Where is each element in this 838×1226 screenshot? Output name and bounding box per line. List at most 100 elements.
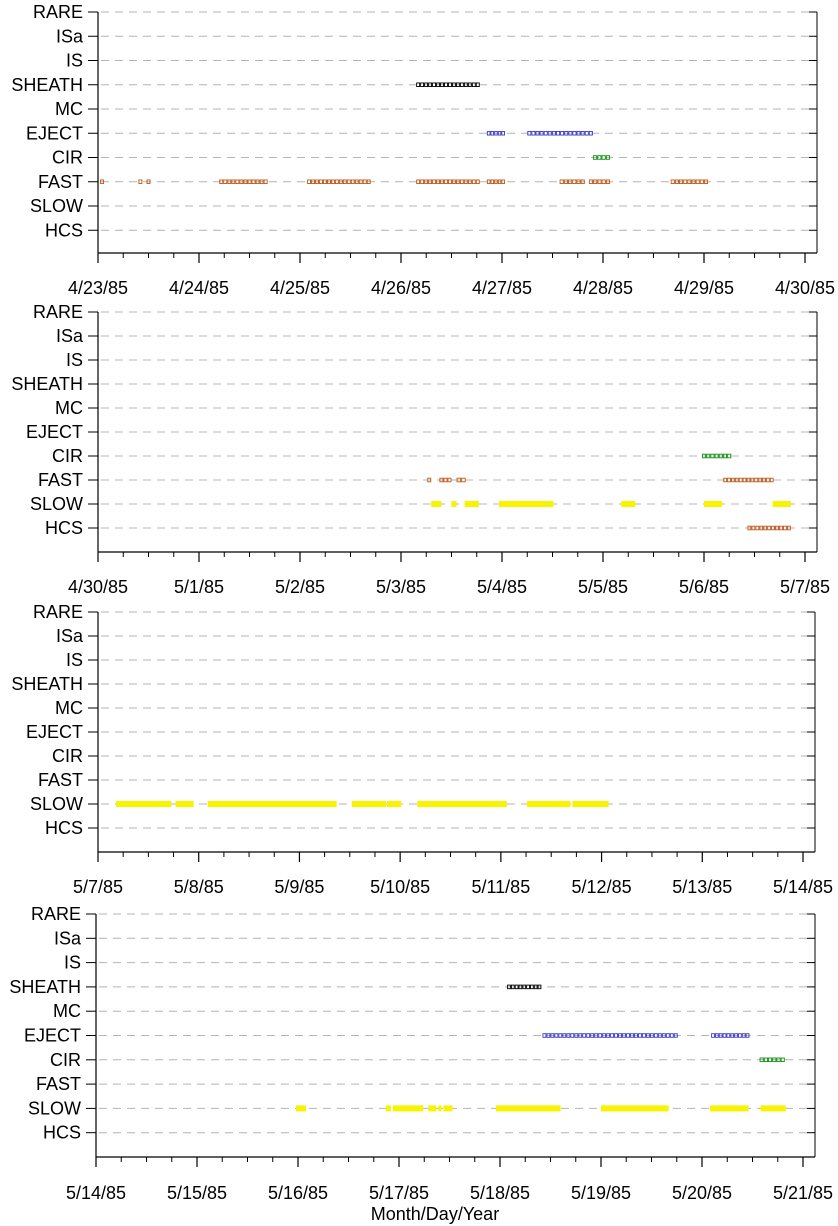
interval-marker xyxy=(687,179,692,184)
interval-marker xyxy=(243,179,248,184)
interval-marker xyxy=(471,82,476,87)
x-tick-label: 5/20/85 xyxy=(672,1183,732,1203)
interval-marker xyxy=(586,1033,591,1038)
y-tick-label: EJECT xyxy=(24,1026,81,1046)
y-tick-label: HCS xyxy=(45,220,83,240)
x-tick-label: 5/19/85 xyxy=(571,1183,631,1203)
interval-marker xyxy=(614,1033,619,1038)
interval-marker xyxy=(572,130,577,136)
x-tick-label: 5/2/85 xyxy=(275,577,325,597)
interval-marker xyxy=(665,1033,670,1038)
y-tick-label: ISa xyxy=(54,928,82,948)
interval-marker xyxy=(564,130,569,136)
y-tick-label: CIR xyxy=(50,1050,81,1070)
interval-marker xyxy=(455,82,460,87)
x-tick-label: 4/23/85 xyxy=(68,278,128,298)
interval-marker xyxy=(699,179,704,184)
interval-fast xyxy=(723,477,774,483)
interval-fast xyxy=(100,179,104,184)
interval-marker xyxy=(772,1057,777,1063)
interval-slow xyxy=(295,1105,307,1112)
interval-marker xyxy=(559,179,564,184)
interval-slow xyxy=(438,1105,442,1112)
interval-marker xyxy=(537,984,542,990)
y-tick-label: SHEATH xyxy=(11,75,83,95)
interval-marker xyxy=(775,525,779,531)
interval-marker xyxy=(358,179,363,184)
interval-marker xyxy=(416,179,421,184)
interval-marker xyxy=(475,179,480,184)
interval-marker xyxy=(526,984,530,990)
interval-marker xyxy=(762,477,766,483)
interval-fast xyxy=(138,179,143,184)
interval-marker xyxy=(673,1033,678,1038)
interval-slow xyxy=(464,501,479,507)
interval-marker xyxy=(597,155,602,160)
interval-marker xyxy=(649,1033,654,1038)
interval-marker xyxy=(768,1057,773,1063)
x-tick-label: 5/7/85 xyxy=(780,577,830,597)
interval-marker xyxy=(741,1033,746,1038)
interval-marker xyxy=(746,477,751,483)
interval-bar xyxy=(495,1105,561,1112)
interval-sheath xyxy=(507,984,542,990)
interval-marker xyxy=(750,477,755,483)
y-tick-label: FAST xyxy=(38,470,83,490)
interval-marker xyxy=(588,130,593,136)
interval-marker xyxy=(578,1033,583,1038)
interval-marker xyxy=(461,477,466,483)
y-tick-label: SLOW xyxy=(30,794,83,814)
interval-marker xyxy=(763,525,768,531)
interval-marker xyxy=(783,525,787,531)
interval-slow xyxy=(428,1105,437,1112)
interval-marker xyxy=(558,1033,563,1038)
x-tick-label: 5/12/85 xyxy=(572,877,632,897)
interval-marker xyxy=(231,179,236,184)
y-tick-label: RARE xyxy=(33,2,83,22)
interval-marker xyxy=(527,130,532,136)
y-tick-label: EJECT xyxy=(26,422,83,442)
interval-fast xyxy=(219,179,268,184)
interval-marker xyxy=(759,1057,764,1063)
y-tick-label: RARE xyxy=(33,302,83,322)
interval-cir xyxy=(759,1057,785,1063)
interval-bar xyxy=(417,801,507,807)
interval-marker xyxy=(767,525,772,531)
interval-eject xyxy=(527,130,593,136)
interval-marker xyxy=(471,179,476,184)
interval-marker xyxy=(618,1033,622,1038)
x-tick-label: 5/5/85 xyxy=(578,577,628,597)
interval-marker xyxy=(657,1033,662,1038)
interval-marker xyxy=(342,179,347,184)
interval-bar xyxy=(385,1105,391,1112)
interval-bar xyxy=(116,801,172,807)
interval-marker xyxy=(251,179,256,184)
interval-marker xyxy=(444,82,448,87)
interval-slow xyxy=(704,501,723,507)
interval-marker xyxy=(638,1033,642,1038)
interval-marker xyxy=(427,477,432,483)
interval-bar xyxy=(760,1105,786,1112)
interval-marker xyxy=(634,1033,638,1038)
interval-marker xyxy=(444,179,448,184)
interval-marker xyxy=(334,179,339,184)
interval-marker xyxy=(420,179,425,184)
interval-marker xyxy=(459,179,464,184)
interval-slow xyxy=(621,501,636,507)
interval-slow xyxy=(601,1105,669,1112)
interval-slow xyxy=(527,801,571,807)
interval-slow xyxy=(772,501,791,507)
x-tick-label: 5/9/85 xyxy=(274,877,324,897)
interval-marker xyxy=(582,1033,587,1038)
interval-slow xyxy=(207,801,337,807)
interval-marker xyxy=(439,477,444,483)
y-tick-label: SHEATH xyxy=(9,977,81,997)
y-tick-label: MC xyxy=(55,698,83,718)
interval-marker xyxy=(475,82,480,87)
interval-marker xyxy=(259,179,264,184)
interval-marker xyxy=(702,453,707,459)
interval-marker xyxy=(330,179,335,184)
y-tick-label: ISa xyxy=(56,326,84,346)
interval-fast xyxy=(146,179,151,184)
interval-bar xyxy=(428,1105,437,1112)
